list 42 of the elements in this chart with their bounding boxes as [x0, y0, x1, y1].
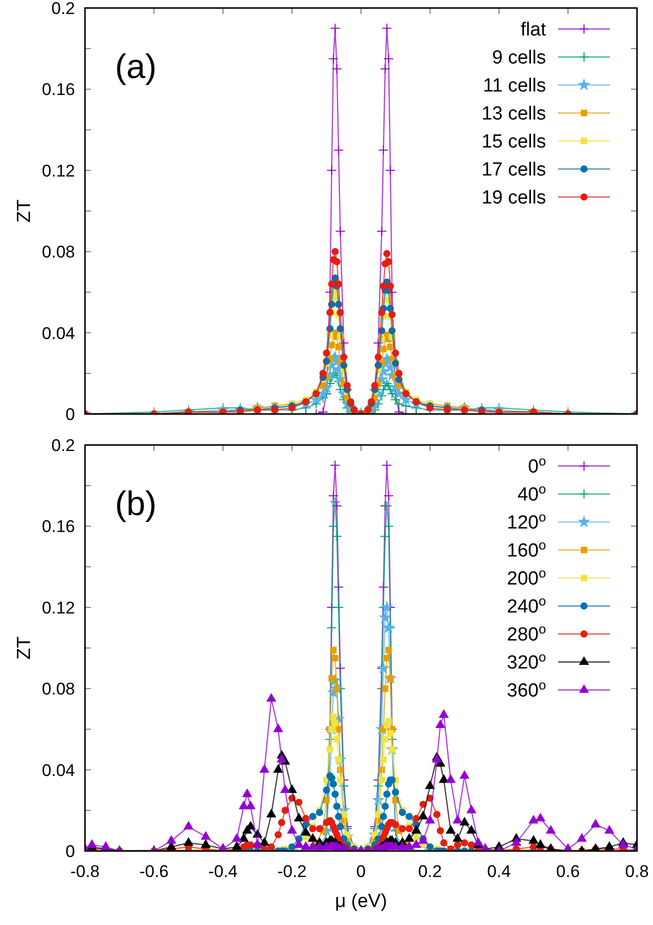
- y-tick-label: 0: [66, 404, 75, 424]
- legend-label: 17 cells: [482, 160, 546, 181]
- legend-label: 40$^{o}$: [517, 481, 546, 506]
- x-tick-label: 0.6: [556, 862, 580, 881]
- y-tick-label: 0.04: [42, 760, 75, 780]
- y-tick-label: 0.2: [51, 436, 75, 455]
- y-tick-label: 0.12: [42, 161, 75, 180]
- y-tick-label: 0.04: [42, 324, 75, 343]
- y-tick-label: 0.08: [42, 242, 75, 262]
- legend-label: 240$^{o}$: [506, 593, 546, 618]
- legend-label: 360$^{o}$: [506, 677, 546, 702]
- x-tick-label: 0.2: [418, 862, 442, 881]
- annotation: (a): [115, 48, 157, 86]
- legend-label: 280$^{o}$: [506, 621, 546, 646]
- legend-label: 15 cells: [482, 132, 546, 153]
- legend-label: 13 cells: [482, 104, 546, 125]
- y-tick-label: 0.12: [42, 598, 75, 618]
- y-tick-label: 0.16: [42, 517, 75, 536]
- x-tick-label: -0.6: [139, 862, 169, 881]
- x-tick-label: 0: [356, 862, 366, 881]
- x-tick-label: -0.2: [277, 862, 307, 881]
- legend-label: 200$^{o}$: [506, 565, 546, 590]
- y-tick-label: 0: [66, 842, 75, 861]
- x-tick-label: 0.8: [625, 862, 649, 881]
- x-tick-label: -0.8: [70, 862, 100, 881]
- y-axis-title: ZT: [14, 636, 35, 660]
- annotation: (b): [115, 485, 157, 523]
- legend-label: 0$^{o}$: [528, 453, 546, 478]
- x-tick-label: 0.4: [487, 862, 511, 881]
- legend-label: 120$^{o}$: [506, 509, 546, 534]
- legend-label: 320$^{o}$: [506, 649, 546, 674]
- legend-label: 160$^{o}$: [506, 537, 546, 562]
- y-tick-label: 0.16: [42, 80, 75, 100]
- x-axis-title: μ (eV): [334, 891, 388, 912]
- x-tick-label: -0.4: [208, 862, 238, 881]
- y-axis-title: ZT: [14, 199, 35, 223]
- legend-label: 9 cells: [492, 48, 546, 69]
- legend-label: 11 cells: [482, 76, 546, 97]
- legend-label: flat: [520, 20, 547, 41]
- y-tick-label: 0.2: [51, 0, 75, 18]
- legend-label: 19 cells: [482, 188, 546, 209]
- y-tick-label: 0.08: [42, 680, 75, 699]
